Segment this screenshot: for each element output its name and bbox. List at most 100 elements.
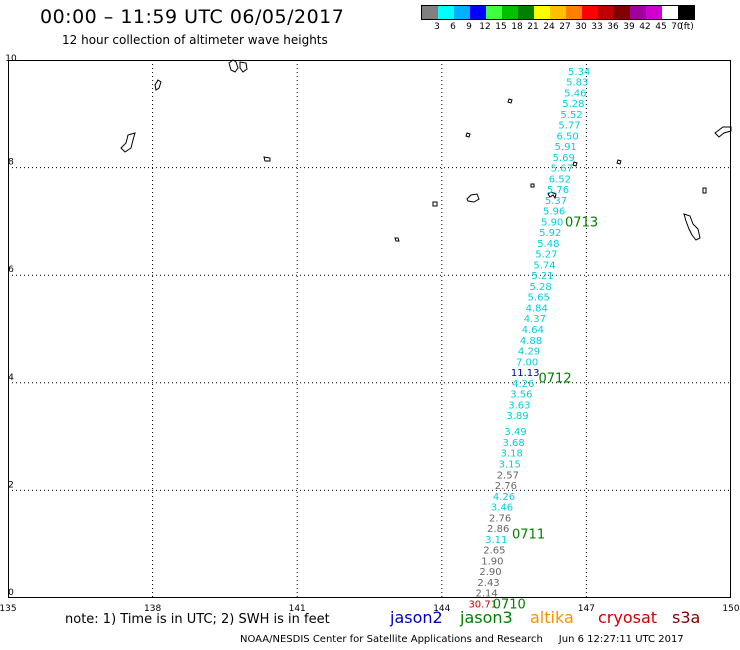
- legend-swatch: [502, 6, 518, 19]
- x-tick-label: 135: [0, 604, 17, 614]
- wave-measurements: 5.345.835.465.285.525.776.505.915.695.67…: [468, 67, 590, 611]
- y-tick-label: 8: [8, 158, 14, 168]
- pass-time-labels: 0713 0712 0711 0710: [493, 215, 598, 612]
- pass-time-label: 0710: [493, 597, 526, 612]
- legend-label: 15: [495, 22, 507, 32]
- land-masses: [120, 59, 732, 242]
- axis-y-labels: 0 2 4 6 8 10: [5, 54, 17, 598]
- wave-height-value: 2.14: [475, 589, 497, 600]
- page-subtitle: 12 hour collection of altimeter wave hei…: [62, 33, 328, 47]
- x-tick-label: 138: [144, 604, 161, 614]
- legend-label: 24: [543, 22, 555, 32]
- credit-timestamp: Jun 6 12:27:11 UTC 2017: [558, 634, 684, 645]
- legend-label: 27: [559, 22, 571, 32]
- satellite-jason3: jason3: [460, 608, 513, 627]
- x-tick-label: 141: [289, 604, 306, 614]
- wave-height-value: 30.71: [468, 599, 497, 610]
- wave-height-value: 2.86: [487, 524, 509, 535]
- wave-height-value: 5.65: [528, 293, 550, 304]
- legend-swatch: [662, 6, 678, 19]
- wave-height-value: 5.83: [566, 78, 588, 89]
- footer-note: note: 1) Time is in UTC; 2) SWH is in fe…: [65, 612, 330, 627]
- wave-height-value: 4.88: [520, 336, 542, 347]
- pass-time-label: 0711: [512, 527, 545, 542]
- x-tick-label: 147: [578, 604, 595, 614]
- y-tick-label: 0: [8, 588, 14, 598]
- wave-height-value: 11.13: [511, 368, 540, 379]
- pass-time-label: 0712: [539, 371, 572, 386]
- wave-height-value: 2.43: [477, 578, 499, 589]
- island-outline: [432, 201, 438, 207]
- y-tick-label: 6: [8, 265, 14, 275]
- island-outline: [616, 159, 622, 165]
- wave-height-value: 4.29: [518, 347, 540, 358]
- island-outline: [263, 156, 271, 162]
- wave-height-value: 2.76: [495, 481, 517, 492]
- satellite-jason2: jason2: [390, 608, 443, 627]
- wave-height-value: 1.90: [481, 556, 503, 567]
- wave-height-value: 5.74: [533, 260, 555, 271]
- legend-label: 9: [466, 22, 472, 32]
- wave-height-value: 3.15: [499, 460, 521, 471]
- wave-height-value: 5.76: [547, 185, 569, 196]
- wave-height-value: 5.37: [545, 196, 567, 207]
- island-outline: [572, 161, 578, 167]
- y-tick-label: 4: [8, 373, 14, 383]
- wave-height-value: 5.91: [555, 142, 577, 153]
- legend-label: 42: [639, 22, 651, 32]
- island-outline: [466, 193, 480, 203]
- legend-label: 3: [434, 22, 440, 32]
- legend-label: 12: [479, 22, 491, 32]
- credit-org: NOAA/NESDIS Center for Satellite Applica…: [240, 634, 543, 645]
- axis-x-labels: 135 138 141 144 147 150: [0, 604, 740, 614]
- page-title: 00:00 – 11:59 UTC 06/05/2017: [40, 6, 345, 28]
- wave-height-value: 5.77: [558, 121, 580, 132]
- legend-label: (ft): [680, 22, 694, 32]
- wave-height-value: 2.57: [497, 470, 519, 481]
- wave-height-value: 2.90: [479, 567, 501, 578]
- legend-swatches: [421, 5, 695, 20]
- legend-swatch: [550, 6, 566, 19]
- legend-swatch: [630, 6, 646, 19]
- legend-label: 39: [623, 22, 635, 32]
- wave-height-value: 5.96: [543, 207, 565, 218]
- legend-swatch: [534, 6, 550, 19]
- wave-height-value: 6.52: [549, 174, 571, 185]
- wave-height-value: 7.00: [516, 357, 538, 368]
- wave-height-value: 5.69: [553, 153, 575, 164]
- legend-swatch: [582, 6, 598, 19]
- island-outline: [530, 183, 535, 188]
- island-outline: [228, 59, 239, 73]
- satellite-altika: altika: [530, 608, 574, 627]
- wave-height-value: 3.18: [501, 449, 523, 460]
- wave-height-value: 5.92: [539, 228, 561, 239]
- legend-swatch: [518, 6, 534, 19]
- island-outline: [154, 79, 162, 91]
- wave-height-value: 2.76: [489, 513, 511, 524]
- legend-swatch: [470, 6, 486, 19]
- wave-height-value: 5.52: [560, 110, 582, 121]
- credit-line: NOAA/NESDIS Center for Satellite Applica…: [240, 634, 684, 645]
- wave-height-value: 5.48: [537, 239, 559, 250]
- wave-height-value: 5.67: [551, 164, 573, 175]
- wave-height-value: 4.26: [493, 492, 515, 503]
- wave-height-value: 3.56: [510, 390, 532, 401]
- y-tick-label: 10: [5, 54, 17, 64]
- island-outline: [714, 126, 732, 138]
- legend-swatch: [422, 6, 438, 19]
- wave-height-value: 5.28: [562, 99, 584, 110]
- legend-swatch: [454, 6, 470, 19]
- legend-label: 45: [655, 22, 667, 32]
- pass-time-label: 0713: [565, 215, 598, 230]
- legend-swatch: [678, 6, 694, 19]
- wave-height-value: 4.84: [526, 303, 548, 314]
- wave-height-value: 3.63: [508, 400, 530, 411]
- wave-height-value: 5.27: [535, 250, 557, 261]
- island-outline: [120, 132, 136, 153]
- color-legend: 3 6 9 12 15 18 21 24 27 30 33 36 39 42 45 70 (ft): [421, 5, 695, 34]
- legend-swatch: [598, 6, 614, 19]
- wave-height-value: 3.46: [491, 503, 513, 514]
- wave-height-value: 5.46: [564, 88, 586, 99]
- island-outline: [394, 237, 400, 242]
